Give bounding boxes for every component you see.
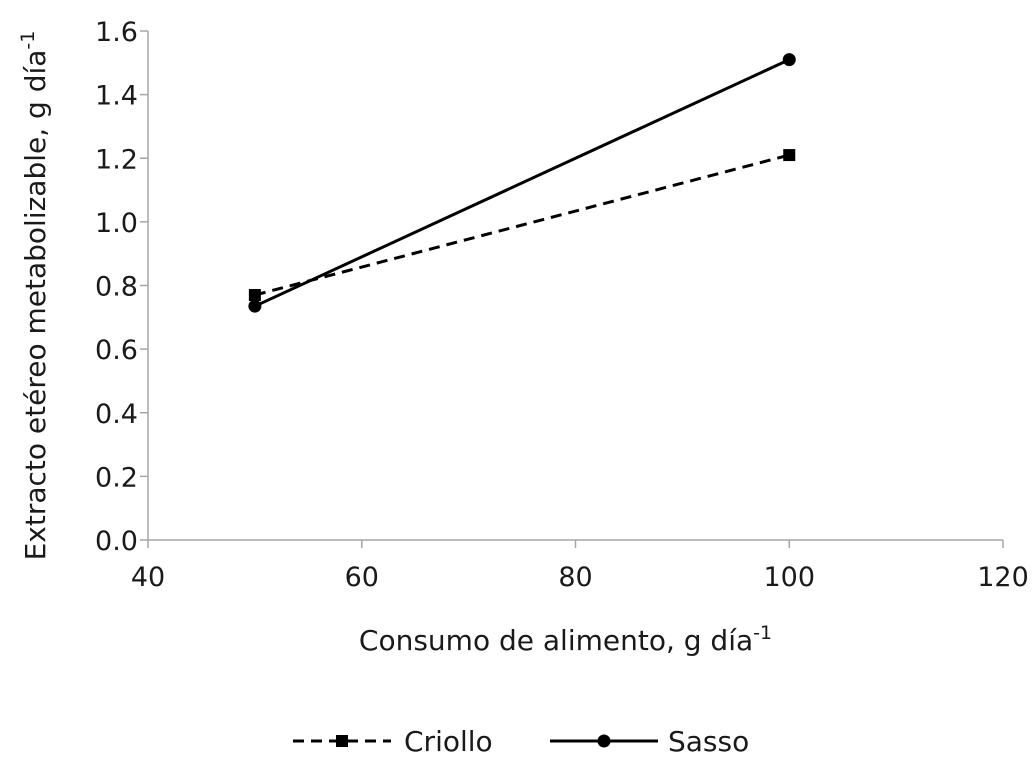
legend-item-criollo: Criollo [293, 725, 493, 758]
y-tick-label: 1.6 [95, 17, 138, 48]
series-line [254, 58, 790, 308]
y-tick-label: 1.2 [95, 144, 138, 175]
axes [147, 31, 1003, 541]
legend-item-sasso: Sasso [550, 725, 749, 758]
series-criollo [248, 149, 796, 302]
plot-series [248, 53, 796, 313]
data-point [248, 289, 261, 302]
series-sasso [248, 53, 796, 313]
legend-label: Criollo [404, 725, 493, 758]
data-point [783, 149, 796, 162]
series-line [254, 153, 790, 297]
y-tick-label: 1.0 [95, 208, 138, 239]
y-tick-label: 0.6 [95, 335, 138, 366]
y-tick-label: 0.0 [95, 526, 138, 557]
data-point [248, 299, 262, 313]
data-point [782, 53, 796, 67]
y-tick-label: 1.4 [95, 81, 138, 112]
x-tick-label: 60 [345, 562, 379, 593]
x-tick-label: 40 [131, 562, 165, 593]
y-tick-label: 0.4 [95, 399, 138, 430]
x-axis-ticks: 40 60 80 100 120 [131, 540, 1029, 593]
x-tick-label: 80 [558, 562, 592, 593]
y-axis-title: Extracto etéreo metabolizable, g día-1 [17, 31, 52, 561]
x-axis-title: Consumo de alimento, g día-1 [359, 622, 772, 657]
legend-marker [336, 735, 348, 747]
x-tick-label: 100 [763, 562, 815, 593]
legend-label: Sasso [668, 725, 749, 758]
legend-marker [597, 734, 611, 748]
legend: Criollo Sasso [293, 725, 749, 758]
x-tick-label: 120 [977, 562, 1029, 593]
y-tick-label: 0.2 [95, 462, 138, 493]
y-tick-label: 0.8 [95, 272, 138, 303]
y-axis-ticks: 0.0 0.2 0.4 0.6 0.8 1.0 1.2 1.4 1.6 [95, 17, 148, 557]
